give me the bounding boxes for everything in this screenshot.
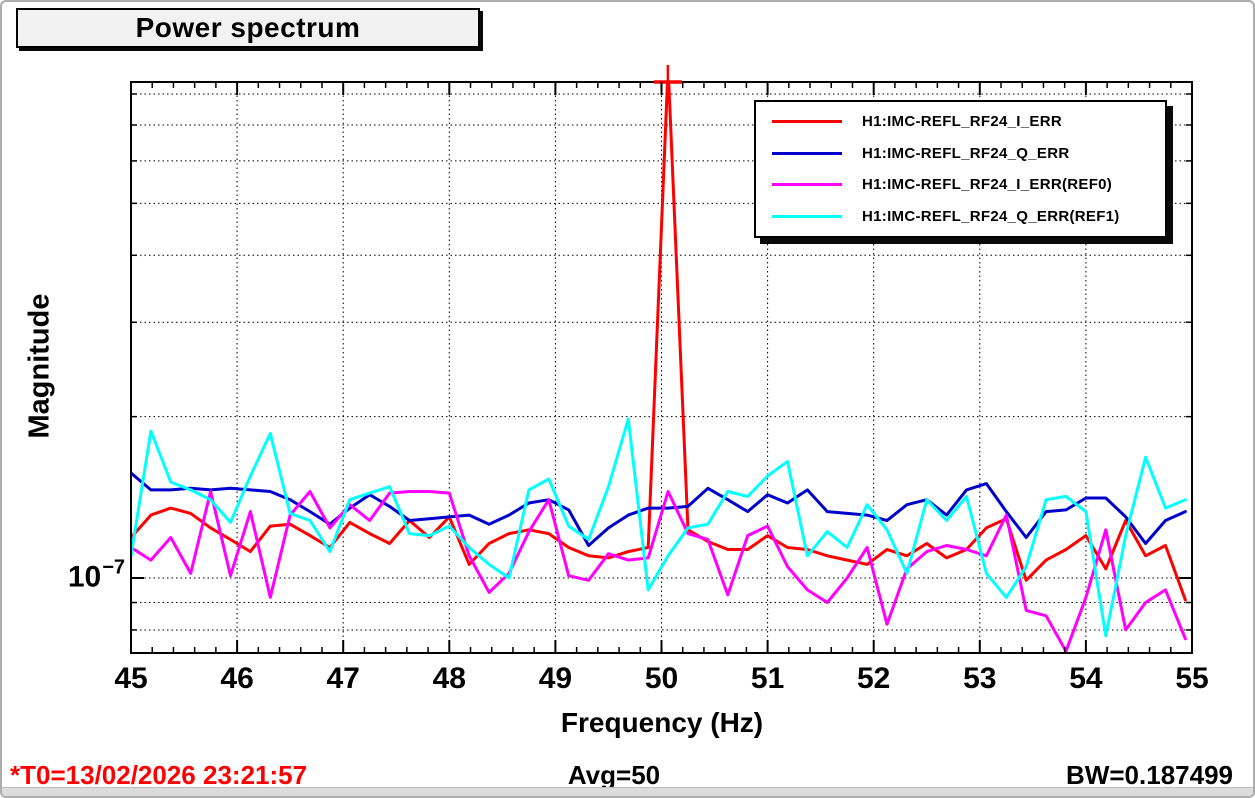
x-tick-label: 54 [1069, 662, 1103, 695]
y-axis-tick-label: 10−7 [67, 556, 125, 594]
legend-label: H1:IMC-REFL_RF24_I_ERR [862, 113, 1062, 131]
bandwidth-value: BW=0.187499 [1066, 760, 1233, 790]
status-bar: *T0=13/02/2026 23:21:57 Avg=50 BW=0.1874… [2, 758, 1253, 792]
legend-item: H1:IMC-REFL_RF24_I_ERR [756, 113, 1165, 130]
x-tick-label: 46 [220, 662, 253, 695]
x-tick-label: 49 [539, 662, 572, 695]
x-tick-label: 47 [327, 662, 360, 695]
plot-title-box: Power spectrum [16, 8, 480, 48]
legend-item: H1:IMC-REFL_RF24_Q_ERR(REF1) [756, 208, 1165, 225]
trace-H1:IMC-REFL_RF24_Q_ERR [131, 471, 1187, 547]
x-tick-label: 52 [857, 662, 890, 695]
plot-title: Power spectrum [135, 12, 361, 43]
legend: H1:IMC-REFL_RF24_I_ERR H1:IMC-REFL_RF24_… [754, 100, 1167, 238]
x-tick-label: 53 [963, 662, 996, 695]
t0-timestamp: *T0=13/02/2026 23:21:57 [10, 760, 308, 790]
legend-item: H1:IMC-REFL_RF24_I_ERR(REF0) [756, 176, 1165, 193]
x-tick-label: 48 [433, 662, 466, 695]
x-tick-label: 45 [114, 662, 147, 695]
x-axis-title: Frequency (Hz) [560, 707, 764, 738]
series-color-line-icon [772, 151, 842, 155]
x-tick-label: 51 [751, 662, 784, 695]
trace-H1:IMC-REFL_RF24_Q_ERR(REF1) [131, 417, 1187, 638]
legend-label: H1:IMC-REFL_RF24_Q_ERR [862, 144, 1070, 162]
plot-canvas: 45 46 47 48 49 50 51 52 53 54 55 [114, 65, 1209, 695]
x-tick-label: 50 [645, 662, 678, 695]
window-bottom-edge [2, 787, 1253, 796]
series-color-line-icon [772, 120, 842, 124]
series-color-line-icon [772, 183, 842, 187]
y-axis-title: Magnitude [23, 293, 56, 439]
legend-label: H1:IMC-REFL_RF24_I_ERR(REF0) [862, 176, 1113, 194]
legend-label: H1:IMC-REFL_RF24_Q_ERR(REF1) [862, 207, 1120, 225]
series-color-line-icon [772, 214, 842, 218]
legend-item: H1:IMC-REFL_RF24_Q_ERR [756, 145, 1165, 162]
averages-count: Avg=50 [567, 760, 661, 790]
x-tick-label: 55 [1175, 662, 1208, 695]
trace-H1:IMC-REFL_RF24_I_ERR(REF0) [131, 490, 1187, 653]
